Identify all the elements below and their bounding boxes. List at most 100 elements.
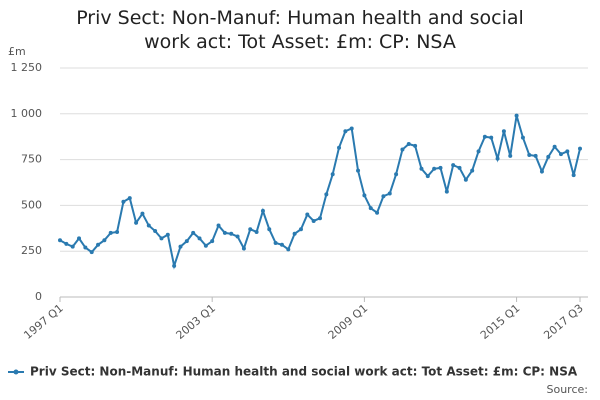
point <box>495 156 500 161</box>
point <box>552 144 557 149</box>
x-tick-label: 2015 Q1 <box>478 302 522 342</box>
point <box>571 173 576 178</box>
point <box>413 143 418 148</box>
point <box>248 227 253 232</box>
point <box>520 135 525 140</box>
point <box>343 129 348 134</box>
point <box>514 113 519 118</box>
point <box>70 244 75 249</box>
point <box>501 129 506 134</box>
point <box>254 229 259 234</box>
point <box>451 163 456 168</box>
point <box>318 216 322 221</box>
point <box>178 244 183 249</box>
point <box>210 239 215 244</box>
point <box>349 126 354 131</box>
point <box>292 231 297 236</box>
point <box>134 220 139 225</box>
point <box>578 146 582 151</box>
point <box>438 165 443 170</box>
point <box>298 227 303 232</box>
point <box>368 206 373 211</box>
point <box>260 208 265 213</box>
point <box>406 142 411 147</box>
point <box>203 243 208 248</box>
y-tick-label: 1 000 <box>11 107 43 120</box>
point <box>102 238 107 243</box>
x-tick-label: 2003 Q1 <box>174 302 218 342</box>
chart-title: Priv Sect: Non-Manuf: Human health and s… <box>76 7 524 53</box>
point <box>191 230 196 235</box>
point <box>267 227 272 232</box>
point <box>273 240 278 245</box>
point <box>108 230 113 235</box>
point <box>375 210 380 215</box>
y-tick-label: 1 250 <box>11 61 43 74</box>
point <box>546 154 551 159</box>
point <box>172 263 177 268</box>
point <box>121 199 126 204</box>
x-tick-label: 2017 Q3 <box>541 302 585 342</box>
point <box>444 189 449 194</box>
point <box>146 223 151 228</box>
point <box>387 191 392 196</box>
point <box>241 246 246 251</box>
point <box>165 232 170 237</box>
y-tick-label: 250 <box>21 244 42 257</box>
point <box>362 193 367 198</box>
point <box>381 194 386 199</box>
y-tick-label: 750 <box>21 153 42 166</box>
point <box>356 168 361 173</box>
point <box>330 172 335 177</box>
point <box>153 229 158 234</box>
legend-label: Priv Sect: Non-Manuf: Human health and s… <box>30 365 578 379</box>
x-tick-label: 1997 Q1 <box>21 302 65 342</box>
point <box>311 218 316 223</box>
x-tick-label: 2009 Q1 <box>326 302 370 342</box>
y-unit: £m <box>8 45 26 58</box>
point <box>489 135 494 140</box>
point <box>64 241 69 246</box>
point <box>527 153 532 158</box>
point <box>222 230 227 235</box>
point <box>305 212 310 217</box>
point <box>96 242 101 247</box>
point <box>229 231 234 236</box>
point <box>419 166 424 171</box>
point <box>324 192 329 197</box>
point <box>533 153 538 158</box>
point <box>400 147 405 152</box>
point <box>508 153 513 158</box>
point <box>235 234 240 239</box>
series-line <box>59 115 581 270</box>
point <box>58 238 62 243</box>
point <box>216 223 221 228</box>
source: Source: <box>547 383 589 396</box>
point <box>127 196 132 201</box>
point <box>140 211 145 216</box>
point <box>159 236 164 241</box>
point <box>470 168 475 173</box>
point <box>77 236 82 241</box>
y-tick-label: 500 <box>21 198 42 211</box>
point <box>463 177 468 182</box>
point <box>184 239 189 244</box>
point <box>337 145 342 150</box>
point <box>558 152 563 157</box>
point <box>432 166 437 171</box>
point <box>565 149 570 154</box>
point <box>115 229 120 234</box>
point <box>482 134 487 139</box>
point <box>286 247 291 252</box>
legend-marker <box>13 369 19 375</box>
point <box>457 165 462 170</box>
point <box>197 236 202 241</box>
point <box>89 250 94 255</box>
point <box>476 149 481 154</box>
point <box>279 242 284 247</box>
point <box>539 169 544 174</box>
y-tick-label: 0 <box>35 290 42 303</box>
point <box>425 174 430 179</box>
